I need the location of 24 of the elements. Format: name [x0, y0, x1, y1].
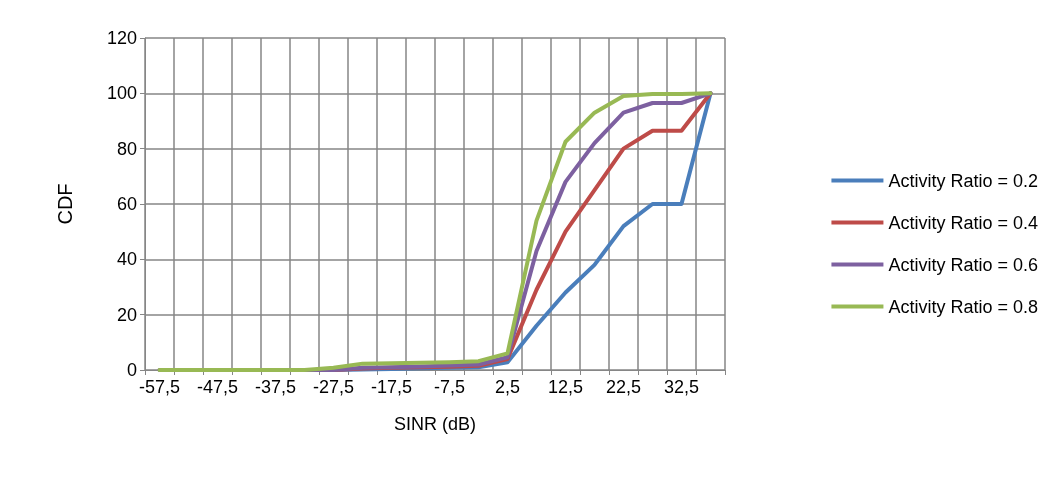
- legend-label: Activity Ratio = 0.4: [888, 212, 1039, 233]
- x-tick-label: -57,5: [138, 377, 181, 397]
- x-tick-label: 22,5: [605, 377, 642, 397]
- x-tick-label: -7,5: [433, 377, 466, 397]
- y-tick-label: 20: [116, 304, 137, 325]
- y-tick-label: 60: [116, 194, 137, 214]
- y-tick-label: 80: [116, 138, 137, 159]
- legend-label: Activity Ratio = 0.6: [888, 254, 1039, 275]
- x-tick-label: 12,5: [547, 377, 584, 397]
- x-tick-label: -27,5: [312, 377, 355, 397]
- line-series: [157, 91, 713, 372]
- x-tick-label: -37,5: [254, 377, 297, 397]
- y-tick-label: 100: [106, 83, 137, 104]
- y-tick-label: 40: [116, 249, 137, 270]
- x-tick-label: 32,5: [663, 377, 700, 397]
- y-axis-title: CDF: [54, 183, 76, 225]
- legend-label: Activity Ratio = 0.8: [888, 296, 1039, 317]
- y-tick-label: 0: [126, 360, 137, 380]
- x-axis-title: SINR (dB): [393, 414, 477, 434]
- x-tick-label: -17,5: [370, 377, 413, 397]
- y-tick-label: 120: [106, 28, 137, 48]
- x-tick-label: -47,5: [196, 377, 239, 397]
- x-tick-label: 2,5: [494, 377, 521, 397]
- legend-label: Activity Ratio = 0.2: [888, 170, 1039, 191]
